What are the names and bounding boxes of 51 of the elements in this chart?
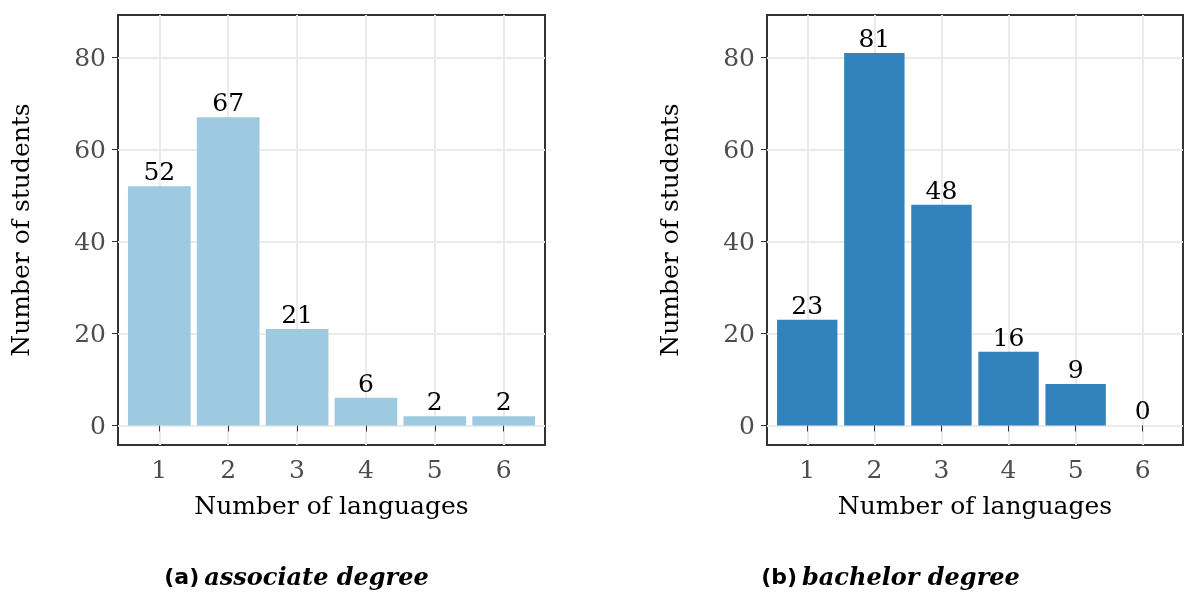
data-label: 9 xyxy=(1067,355,1084,385)
x-tick-label: 6 xyxy=(495,455,512,484)
bar xyxy=(265,328,329,426)
y-tick-label: 0 xyxy=(90,410,106,440)
y-tick-label: 20 xyxy=(74,318,106,348)
data-label: 6 xyxy=(357,368,374,398)
y-tick-label: 80 xyxy=(723,43,755,73)
bar xyxy=(844,52,905,426)
x-axis-title: Number of languages xyxy=(837,491,1113,520)
bar xyxy=(403,416,467,426)
bar xyxy=(196,117,260,426)
text: (a) associate degree xyxy=(164,561,429,591)
data-label: 16 xyxy=(992,322,1025,352)
x-tick-label: 3 xyxy=(289,455,306,484)
data-label: 23 xyxy=(791,290,824,320)
x-tick-label: 5 xyxy=(1067,455,1084,484)
y-tick-label: 80 xyxy=(74,43,106,73)
bar xyxy=(334,397,398,426)
x-tick-label: 1 xyxy=(151,455,168,484)
data-label: 2 xyxy=(426,387,443,417)
x-tick-label: 3 xyxy=(933,455,950,484)
bar xyxy=(127,186,191,426)
x-tick-label: 5 xyxy=(426,455,443,484)
data-label: 52 xyxy=(143,157,176,187)
y-axis-title: Number of students xyxy=(6,103,35,357)
x-axis-title: Number of languages xyxy=(194,491,469,520)
data-label: 67 xyxy=(212,88,245,118)
bar xyxy=(777,319,838,426)
x-tick-label: 2 xyxy=(866,455,883,484)
data-label: 48 xyxy=(925,175,958,205)
bar xyxy=(1045,384,1106,426)
bar xyxy=(978,351,1039,426)
y-axis-title: Number of students xyxy=(655,103,684,357)
data-label: 0 xyxy=(1134,396,1151,426)
data-label: 81 xyxy=(858,23,891,53)
y-tick-label: 20 xyxy=(723,318,755,348)
x-tick-label: 2 xyxy=(220,455,237,484)
y-tick-label: 40 xyxy=(723,227,755,256)
y-tick-label: 60 xyxy=(74,135,106,165)
x-tick-label: 1 xyxy=(799,455,816,484)
y-tick-label: 60 xyxy=(723,135,755,165)
y-tick-label: 40 xyxy=(74,227,106,256)
x-tick-label: 6 xyxy=(1134,455,1151,484)
x-tick-label: 4 xyxy=(1000,455,1017,484)
bar xyxy=(472,416,536,426)
y-tick-label: 0 xyxy=(739,410,755,440)
text: (b) bachelor degree xyxy=(761,561,1020,591)
bar xyxy=(911,204,972,426)
data-label: 2 xyxy=(495,387,512,417)
x-tick-label: 4 xyxy=(357,455,374,484)
data-label: 21 xyxy=(281,299,313,329)
